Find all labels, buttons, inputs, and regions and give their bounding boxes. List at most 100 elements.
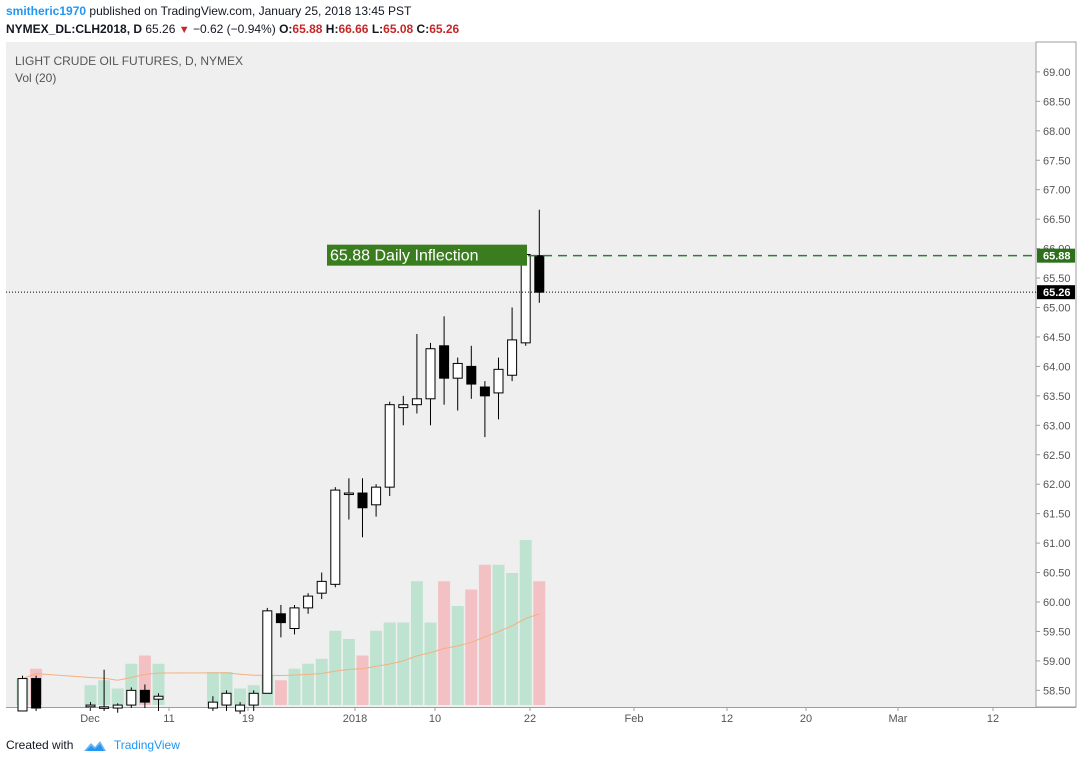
x-tick-label: 10 xyxy=(429,713,441,725)
candle-body xyxy=(371,486,382,506)
x-tick-label: 11 xyxy=(163,713,174,725)
candle[interactable] xyxy=(262,607,273,694)
candle[interactable] xyxy=(411,334,422,414)
y-tick-label: 65.50 xyxy=(1043,273,1071,285)
y-tick-label: 65.00 xyxy=(1043,303,1071,315)
candle[interactable] xyxy=(316,572,327,600)
volume-bar xyxy=(397,622,410,705)
x-tick-label: Feb xyxy=(625,713,644,725)
publish-info: smitheric1970 published on TradingView.c… xyxy=(6,4,411,18)
candle[interactable] xyxy=(221,690,232,711)
candle-body xyxy=(85,704,96,708)
candle[interactable] xyxy=(330,487,341,588)
volume-ma-line xyxy=(22,613,540,681)
candle[interactable] xyxy=(153,693,164,711)
x-tick-label: Mar xyxy=(889,713,908,725)
candle-body xyxy=(139,689,150,703)
candle-body xyxy=(452,362,463,379)
candle-body xyxy=(207,701,218,709)
tradingview-link[interactable]: TradingView xyxy=(113,738,180,752)
author-link[interactable]: smitheric1970 xyxy=(6,4,87,18)
candle[interactable] xyxy=(452,357,463,411)
x-tick-label: 19 xyxy=(242,713,254,725)
x-tick-label: 22 xyxy=(524,713,536,725)
candle-body xyxy=(17,678,28,712)
candle[interactable] xyxy=(534,209,545,303)
y-tick-label: 63.00 xyxy=(1043,420,1071,432)
volume-bar xyxy=(234,688,247,705)
candle[interactable] xyxy=(275,604,286,638)
candle[interactable] xyxy=(289,604,300,635)
down-triangle-icon: ▼ xyxy=(178,24,190,36)
candle[interactable] xyxy=(235,702,246,714)
volume-bar xyxy=(370,630,383,705)
x-tick-label: 12 xyxy=(987,713,999,725)
volume-bar xyxy=(315,658,328,705)
candle[interactable] xyxy=(507,307,518,382)
candle[interactable] xyxy=(126,687,137,709)
candle-body xyxy=(466,365,477,385)
y-tick-label: 64.50 xyxy=(1043,332,1071,344)
candle[interactable] xyxy=(466,345,477,399)
candle-body xyxy=(398,404,409,409)
volume-bar xyxy=(438,581,451,705)
x-tick-label: Dec xyxy=(80,713,100,725)
created-with-text: Created with xyxy=(6,738,74,752)
last-price-tag xyxy=(1037,285,1075,300)
price-tag-label: 65.88 xyxy=(1043,251,1071,263)
high-label: H: xyxy=(325,22,339,36)
close-label: C: xyxy=(416,22,430,36)
low-label: L: xyxy=(371,22,384,36)
volume-indicator-label: Vol (20) xyxy=(15,71,56,85)
y-tick-label: 67.50 xyxy=(1043,155,1071,167)
high-value: 66.66 xyxy=(338,22,369,36)
candle[interactable] xyxy=(17,675,28,712)
candle[interactable] xyxy=(207,696,218,711)
tradingview-logo-icon xyxy=(83,740,106,751)
candle[interactable] xyxy=(357,478,368,538)
y-tick-label: 67.00 xyxy=(1043,185,1071,197)
candle[interactable] xyxy=(139,684,150,709)
candle-body xyxy=(330,489,341,585)
y-tick-label: 62.50 xyxy=(1043,450,1071,462)
candle[interactable] xyxy=(479,381,490,438)
chart-title: LIGHT CRUDE OIL FUTURES, D, NYMEX xyxy=(15,54,243,68)
price-change: −0.62 (−0.94%) xyxy=(192,22,276,36)
candle[interactable] xyxy=(425,342,436,426)
volume-bar xyxy=(492,564,505,705)
candle-body xyxy=(343,492,354,496)
low-value: 65.08 xyxy=(383,22,414,36)
candle[interactable] xyxy=(398,395,409,426)
y-tick-label: 66.50 xyxy=(1043,214,1071,226)
y-tick-label: 62.00 xyxy=(1043,479,1071,491)
symbol-name: NYMEX_DL:CLH2018, D xyxy=(6,22,143,36)
last-price: 65.26 xyxy=(145,22,176,36)
y-tick-label: 60.50 xyxy=(1043,568,1071,580)
open-value: 65.88 xyxy=(292,22,323,36)
candle[interactable] xyxy=(439,316,450,405)
volume-bar xyxy=(329,630,342,705)
candle[interactable] xyxy=(343,478,354,520)
candle-body xyxy=(248,692,259,706)
price-axis-area[interactable] xyxy=(1035,41,1077,708)
footer: Created with TradingView xyxy=(6,738,180,753)
volume-bar xyxy=(424,622,437,705)
candle[interactable] xyxy=(31,675,42,711)
volume-bar xyxy=(206,672,219,705)
candle[interactable] xyxy=(248,690,259,711)
candle-body xyxy=(384,404,395,488)
candle[interactable] xyxy=(303,593,314,614)
candle[interactable] xyxy=(493,357,504,420)
candle-body xyxy=(99,706,110,709)
volume-bar xyxy=(465,589,478,705)
candle[interactable] xyxy=(371,484,382,517)
y-tick-label: 61.50 xyxy=(1043,509,1071,521)
candle[interactable] xyxy=(112,703,123,713)
candle-body xyxy=(507,339,518,376)
candle[interactable] xyxy=(384,401,395,496)
volume-bar xyxy=(478,564,491,705)
inflection-annotation-box[interactable] xyxy=(327,244,527,266)
candle[interactable] xyxy=(99,669,110,711)
volume-bar xyxy=(506,573,519,705)
